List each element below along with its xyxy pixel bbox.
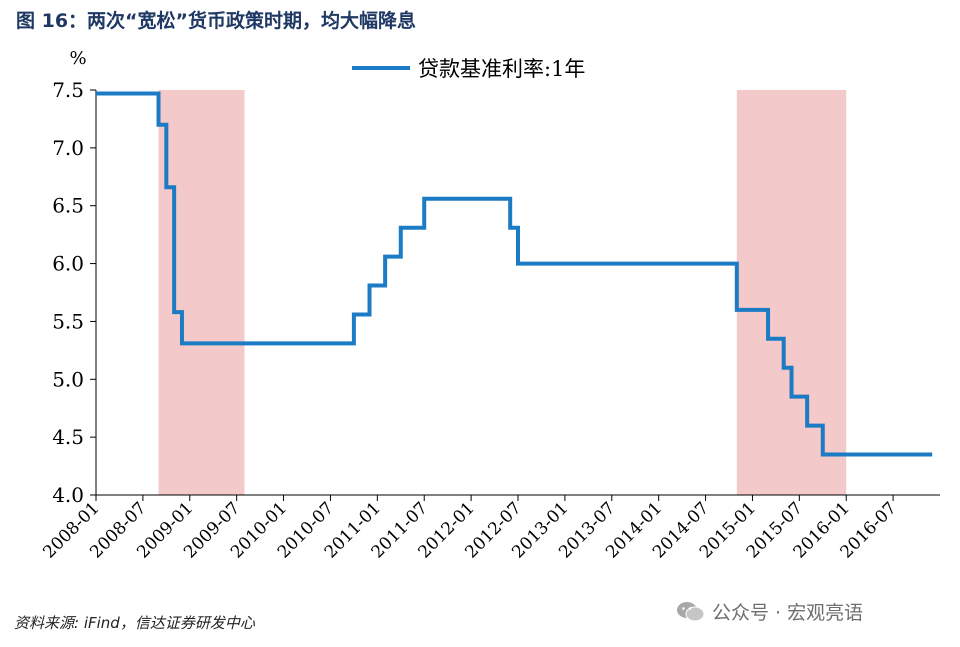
y-unit-label: % (69, 48, 86, 69)
series-line-1 (96, 91, 933, 457)
watermark: 公众号 · 宏观亮语 (676, 598, 863, 625)
y-tick-label: 4.5 (52, 425, 84, 449)
y-tick-label: 5.5 (52, 309, 84, 333)
y-tick-label: 7.0 (52, 136, 84, 160)
rate-chart: 4.04.55.05.56.06.57.07.5%2008-012008-072… (39, 48, 940, 562)
source-note: 资料来源: iFind，信达证券研发中心 (14, 614, 255, 632)
shaded-period-2 (736, 90, 847, 495)
shaded-periods (158, 90, 847, 495)
y-tick-label: 7.5 (52, 78, 84, 102)
y-tick-label: 6.0 (52, 252, 84, 276)
watermark-text: 公众号 · 宏观亮语 (712, 602, 864, 624)
legend: 贷款基准利率:1年 (352, 57, 585, 81)
y-tick-label: 4.0 (52, 483, 84, 507)
series-layer (96, 91, 933, 457)
legend-label: 贷款基准利率:1年 (418, 57, 585, 81)
figure-title: 图 16：两次“宽松”货币政策时期，均大幅降息 (16, 10, 417, 32)
wechat-icon (677, 601, 705, 621)
y-tick-label: 5.0 (52, 367, 84, 391)
shaded-period-1 (158, 90, 245, 495)
y-tick-label: 6.5 (52, 194, 84, 218)
